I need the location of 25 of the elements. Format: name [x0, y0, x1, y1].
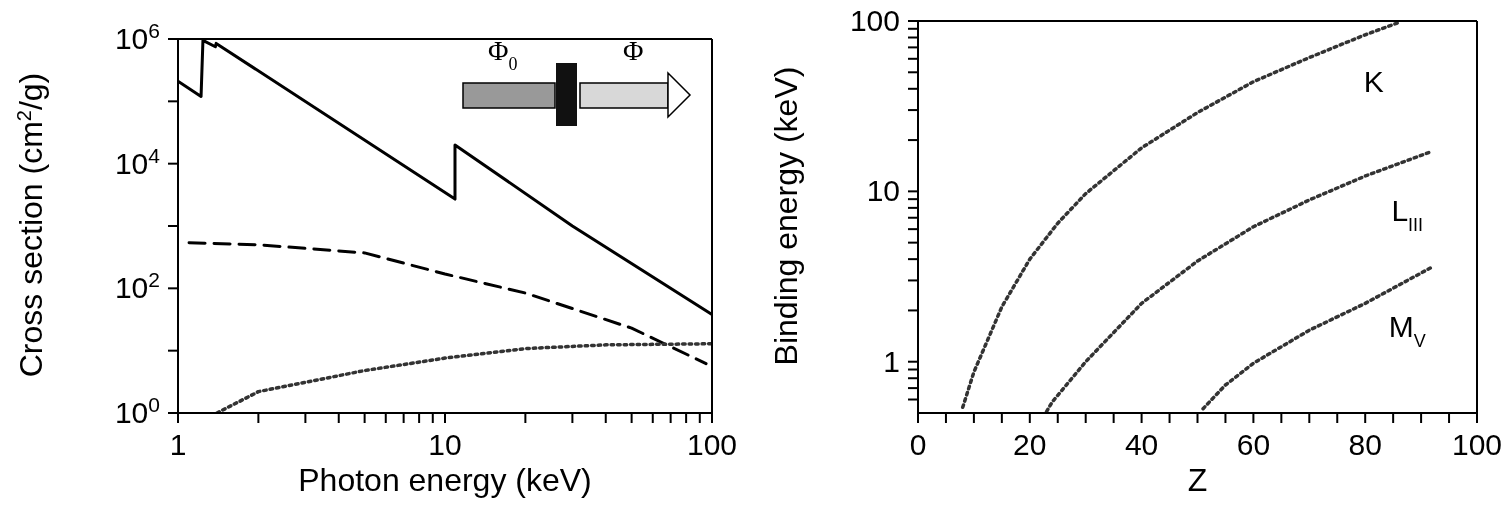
x-axis-title: Photon energy (keV) — [298, 462, 592, 498]
x-tick-label: 40 — [1124, 428, 1159, 461]
x-tick-label: 10 — [428, 428, 462, 461]
y-tick-label: 10$^{4}$ — [114, 143, 161, 180]
series-label: L$_{III}$ — [1391, 194, 1424, 236]
x-tick-label: 60 — [1236, 428, 1271, 461]
x-tick-label: 20 — [1013, 428, 1047, 461]
annotation: Φ — [623, 35, 644, 66]
y-tick-label: 10$^{0}$ — [114, 392, 160, 429]
y-tick-label: 100 — [849, 4, 900, 37]
series-label: K — [1363, 65, 1384, 99]
x-tick-label: 80 — [1348, 428, 1382, 461]
series-label: M$_{V}$ — [1388, 309, 1426, 351]
y-tick-label: 1 — [883, 344, 900, 378]
y-tick-label: 10 — [866, 174, 900, 208]
y-tick-label: 10$^{6}$ — [114, 18, 160, 55]
x-axis-title: Z — [1187, 462, 1208, 498]
x-tick-label: 100 — [1451, 428, 1503, 461]
y-axis-title: Binding energy (keV) — [768, 66, 804, 366]
x-tick-label: 100 — [686, 428, 738, 461]
x-tick-label: 1 — [169, 428, 187, 461]
line-series — [1201, 265, 1435, 411]
y-tick-label: 10$^{2}$ — [114, 267, 160, 305]
annotation: Φ$_{0}$ — [488, 35, 518, 74]
x-tick-label: 0 — [909, 428, 927, 461]
